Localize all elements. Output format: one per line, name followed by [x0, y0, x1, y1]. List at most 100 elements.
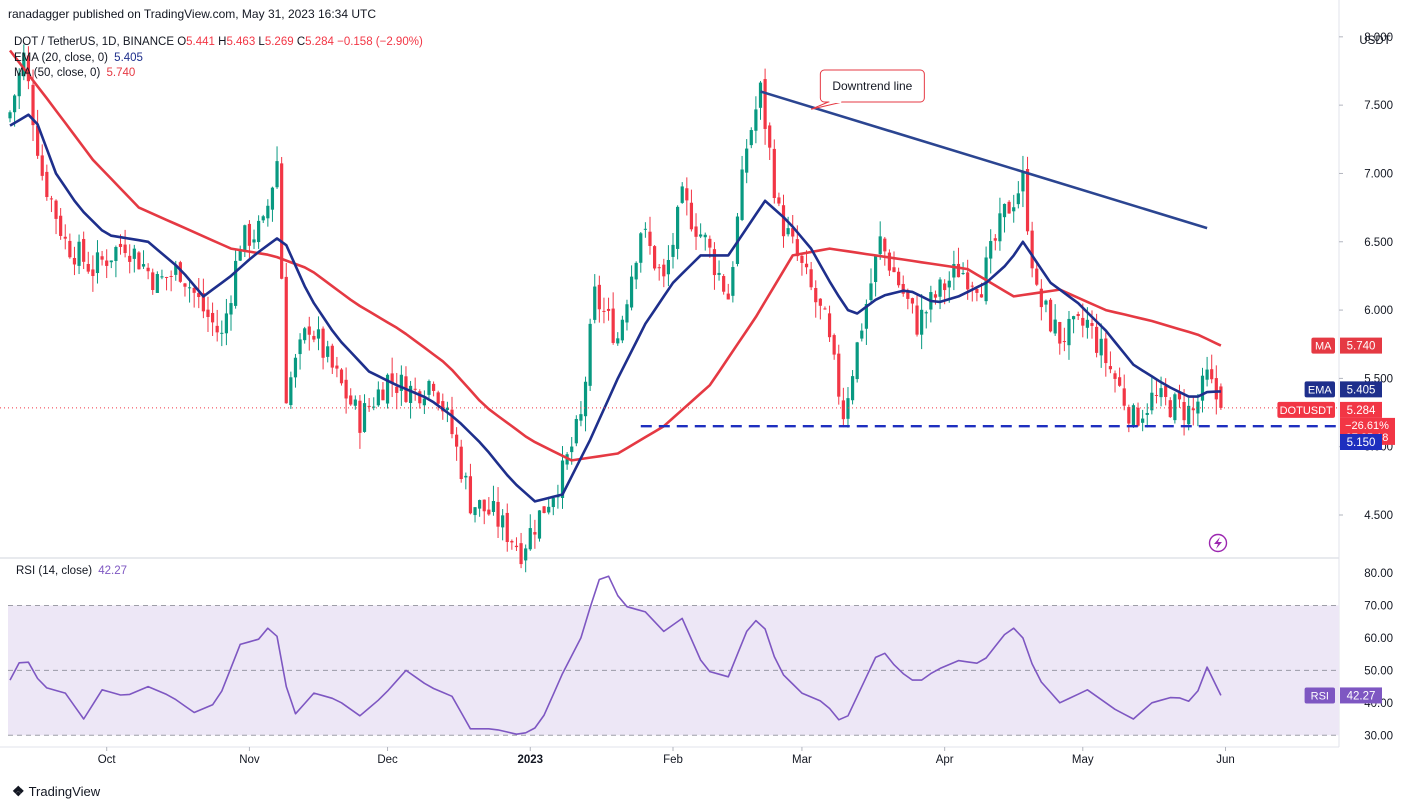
- candle-body: [781, 205, 786, 237]
- candle: [215, 309, 219, 342]
- candle: [832, 333, 836, 360]
- candle-body: [505, 512, 509, 543]
- candle: [786, 216, 790, 237]
- candle: [1035, 262, 1039, 287]
- candle-body: [662, 264, 666, 277]
- candle-body: [864, 303, 868, 329]
- candle: [289, 371, 293, 409]
- candle: [1048, 298, 1053, 333]
- ema-legend[interactable]: EMA (20, close, 0) 5.405: [14, 51, 423, 67]
- candle-body: [91, 269, 95, 276]
- candle: [1205, 356, 1209, 387]
- ma50-line: [8, 49, 1222, 462]
- candle-body: [353, 399, 357, 406]
- candle: [956, 247, 961, 278]
- candle-body: [837, 353, 841, 397]
- candle: [261, 214, 265, 224]
- candle: [316, 316, 321, 351]
- rsi-legend[interactable]: RSI (14, close) 42.27: [16, 565, 127, 577]
- candle: [694, 213, 698, 250]
- candle-body: [1200, 375, 1205, 401]
- time-tick-label: Nov: [239, 754, 260, 766]
- candle-body: [804, 263, 809, 268]
- candle-body: [772, 148, 776, 198]
- candle: [975, 286, 979, 302]
- candle-body: [671, 244, 675, 257]
- candle-body: [1035, 268, 1039, 285]
- candle: [800, 254, 804, 276]
- candle-body: [321, 328, 325, 358]
- candle: [105, 249, 109, 279]
- candle: [1113, 370, 1117, 393]
- candle-body: [920, 309, 924, 335]
- candle: [1058, 321, 1062, 355]
- candle: [887, 249, 892, 277]
- candle-body: [823, 308, 827, 310]
- candle-body: [943, 283, 947, 291]
- candle-body: [892, 267, 896, 273]
- candle: [620, 315, 624, 344]
- candle-body: [1062, 341, 1066, 343]
- candle: [1002, 203, 1007, 233]
- candle-body: [8, 112, 12, 119]
- candle-body: [731, 267, 735, 296]
- ma-legend[interactable]: MA (50, close, 0) 5.740: [14, 66, 423, 82]
- candle-body: [399, 374, 403, 391]
- candle: [478, 499, 482, 517]
- candle-body: [1141, 418, 1145, 423]
- candle-body: [1002, 203, 1007, 218]
- candle-body: [183, 283, 187, 287]
- candle-body: [247, 223, 252, 246]
- candle: [1104, 332, 1108, 377]
- candle-body: [229, 303, 233, 315]
- candle-body: [708, 238, 712, 248]
- candle: [77, 234, 81, 275]
- candle-body: [1090, 323, 1094, 326]
- candle: [869, 268, 873, 302]
- candle: [95, 240, 100, 284]
- symbol-row: DOT / TetherUS, 1D, BINANCE O5.441 H5.46…: [14, 35, 423, 51]
- candle: [1200, 367, 1205, 413]
- candle-body: [814, 288, 818, 303]
- tradingview-brand[interactable]: ❖ TradingView: [12, 783, 100, 800]
- candle: [970, 281, 974, 302]
- candle: [349, 388, 353, 406]
- rsi-value-tag-tag-bg: [1304, 687, 1335, 704]
- candle-body: [1131, 405, 1136, 426]
- candle-body: [1122, 388, 1126, 406]
- candle: [427, 379, 431, 401]
- candle: [1025, 156, 1030, 235]
- candle-body: [26, 55, 31, 82]
- candle: [45, 164, 49, 201]
- candle-body: [491, 501, 496, 512]
- candle: [823, 306, 827, 310]
- candle: [49, 195, 54, 213]
- candle-body: [740, 169, 744, 220]
- ohlc-value-c: 5.284: [305, 36, 338, 48]
- ma-price-tag: MA 5.740: [1311, 337, 1382, 354]
- candle-body: [427, 380, 431, 395]
- candle-body: [174, 265, 178, 275]
- ohlc-value-h: 5.463: [226, 36, 259, 48]
- time-tick-label: Oct: [98, 754, 117, 766]
- candle: [1007, 200, 1011, 214]
- candle: [547, 496, 551, 515]
- ema-price-tag-value-text: 5.405: [1347, 384, 1376, 396]
- candle-body: [473, 507, 477, 516]
- time-tick-label: Jun: [1216, 754, 1235, 766]
- candle: [1118, 367, 1122, 387]
- candle: [1219, 383, 1223, 410]
- axes: USDT8.0007.5007.0006.5006.0005.5005.0004…: [98, 32, 1393, 766]
- candle-body: [1187, 405, 1191, 425]
- candle: [1145, 403, 1149, 428]
- candle: [100, 250, 104, 266]
- time-tick-label: May: [1072, 754, 1094, 766]
- candle-body: [528, 528, 532, 550]
- candle-body: [1150, 392, 1154, 411]
- candle: [307, 316, 311, 351]
- candle-body: [482, 499, 486, 512]
- time-tick-label: Dec: [377, 754, 398, 766]
- candle-body: [533, 532, 537, 535]
- ohlc-value-o: 5.441: [186, 36, 219, 48]
- candle-body: [22, 52, 26, 77]
